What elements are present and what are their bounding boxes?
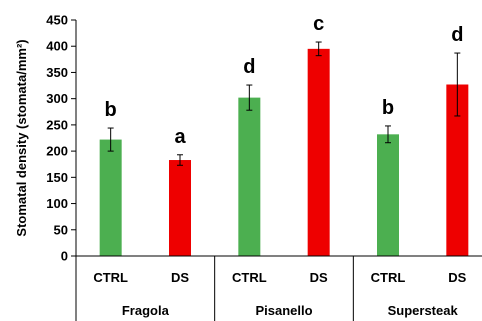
group-label: Supersteak [388, 303, 459, 318]
y-tick-label: 50 [54, 222, 68, 237]
category-label: CTRL [371, 270, 406, 285]
category-label: DS [171, 270, 189, 285]
y-tick-label: 250 [46, 117, 68, 132]
bar [99, 139, 122, 256]
significance-letter: c [313, 13, 324, 35]
bars: b a d c b d [99, 13, 469, 257]
y-tick-label: 350 [46, 65, 68, 80]
y-tick-label: 0 [61, 249, 68, 264]
y-axis: 0 50 100 150 200 250 300 350 400 450 [46, 13, 77, 264]
y-tick-label: 100 [46, 196, 68, 211]
y-tick-label: 400 [46, 39, 68, 54]
category-label: CTRL [232, 270, 267, 285]
significance-letter: a [174, 126, 186, 148]
y-tick-label: 300 [46, 91, 68, 106]
y-tick-label: 150 [46, 170, 68, 185]
bar [377, 134, 399, 256]
group-label: Fragola [122, 303, 170, 318]
significance-letter: d [451, 24, 463, 46]
category-label: DS [448, 270, 466, 285]
y-axis-label: Stomatal density (stomata/mm²) [14, 39, 29, 236]
significance-letter: b [382, 97, 394, 119]
bar [307, 48, 330, 256]
category-label: DS [310, 270, 328, 285]
bar [446, 84, 469, 256]
significance-letter: b [105, 99, 117, 121]
category-label: CTRL [93, 270, 128, 285]
y-tick-label: 200 [46, 144, 68, 159]
group-label: Pisanello [255, 303, 312, 318]
significance-letter: d [243, 56, 255, 78]
x-axis: CTRL DS CTRL DS CTRL DS Fragola Pisanello Supers… [75, 255, 482, 321]
y-tick-label: 450 [46, 13, 68, 28]
bar [169, 160, 191, 256]
bar [238, 97, 261, 257]
